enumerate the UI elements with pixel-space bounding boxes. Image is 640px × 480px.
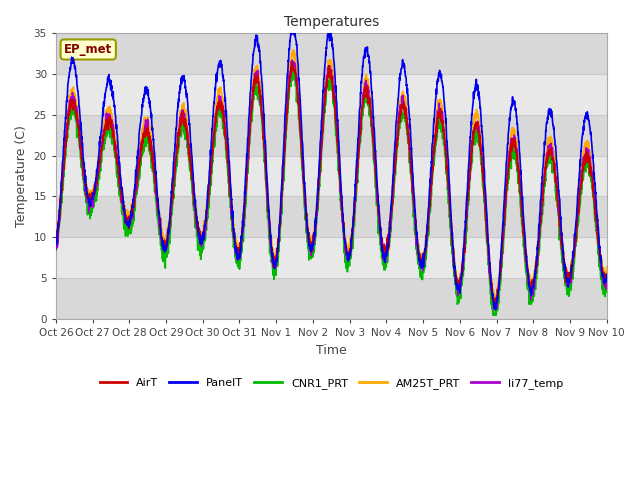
Bar (56, 156, 607, 196)
Bar (56, 115, 607, 156)
Y-axis label: Temperature (C): Temperature (C) (15, 125, 28, 227)
Bar (56, 278, 607, 319)
Bar (56, 74, 607, 115)
Text: EP_met: EP_met (64, 43, 113, 56)
Title: Temperatures: Temperatures (284, 15, 379, 29)
Bar (56, 33, 607, 74)
Bar (56, 237, 607, 278)
Bar (56, 196, 607, 237)
Legend: AirT, PanelT, CNR1_PRT, AM25T_PRT, li77_temp: AirT, PanelT, CNR1_PRT, AM25T_PRT, li77_… (95, 374, 568, 394)
X-axis label: Time: Time (316, 344, 347, 357)
